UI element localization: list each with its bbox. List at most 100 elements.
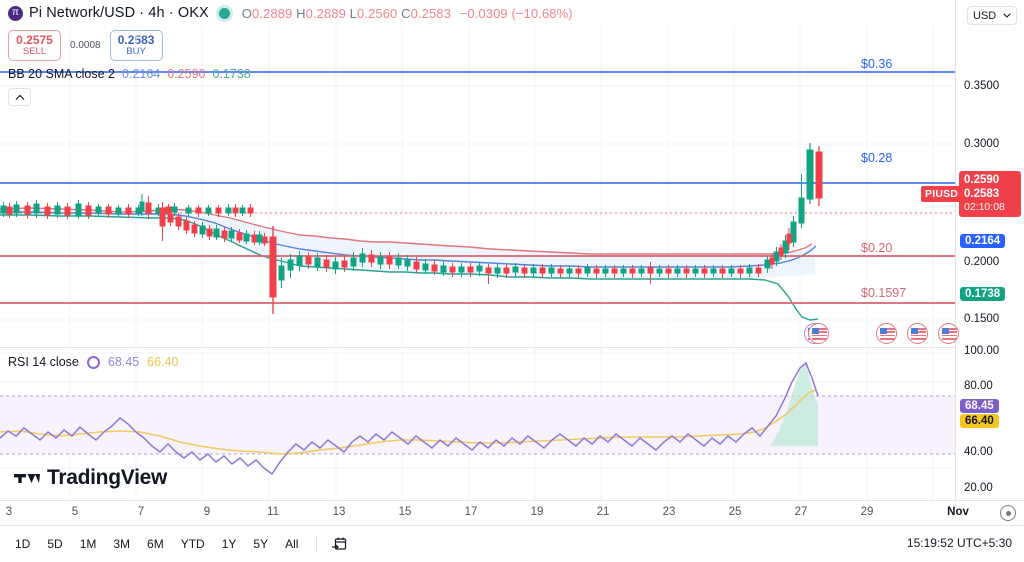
time-tick-7: 17	[464, 506, 478, 518]
toolbar-divider	[316, 535, 318, 553]
clock-display[interactable]: 15:19:52 UTC+5:30	[906, 536, 1012, 550]
range-button-ytd[interactable]: YTD	[180, 537, 205, 551]
level-label-036: $0.36	[861, 57, 893, 71]
symbol-title[interactable]: Pi Network/USD · 4h · OKX	[29, 5, 209, 21]
rsi-legend-ma-value: 66.40	[147, 355, 179, 369]
range-button-5y[interactable]: 5Y	[253, 537, 269, 551]
range-button-3m[interactable]: 3M	[113, 537, 131, 551]
time-tick-8: 19	[530, 506, 544, 518]
symbol-pill: PIUSD	[921, 186, 963, 202]
price-tick-3: 0.1500	[964, 313, 1000, 325]
price-tag-last: 0.2583	[964, 188, 1000, 200]
time-tick-2: 7	[137, 506, 145, 518]
bb-lower-badge: 0.1738	[960, 287, 1006, 301]
sell-price: 0.2575	[16, 33, 53, 47]
sell-button[interactable]: 0.2575 SELL	[8, 30, 61, 61]
bb-basis-line	[0, 211, 817, 268]
price-tag-countdown: 02:10:08	[964, 201, 1005, 213]
change-value: −0.0309 (−10.68%)	[459, 5, 573, 21]
refresh-icon	[86, 355, 100, 369]
level-label-1: $0.28	[861, 151, 893, 165]
rsi-legend-name: RSI 14 close	[8, 355, 79, 369]
rsi-tick-2: 40.00	[964, 446, 993, 458]
currency-selector[interactable]: USD	[967, 6, 1017, 25]
bb-legend-name: BB 20 SMA close 2	[8, 67, 116, 81]
open-label: O	[241, 5, 252, 21]
time-axis[interactable]: 3 5 7 9 11 13 15 17 19 21 23 25 27 29 No…	[0, 500, 1024, 525]
time-tick-0: 3	[5, 506, 13, 518]
go-to-date-button[interactable]	[328, 533, 350, 555]
time-tick-3: 9	[203, 506, 211, 518]
chevron-up-icon	[15, 94, 24, 100]
rsi-pane[interactable]	[0, 348, 955, 500]
price-axis[interactable]: USD 0.3500 0.3000 0.2000 0.1500 0.2164 0…	[921, 0, 1024, 500]
spread-value: 0.0008	[70, 40, 101, 51]
rsi-tick-0: 100.00	[964, 345, 1000, 357]
chevron-down-icon	[1003, 13, 1011, 18]
currency-label: USD	[973, 9, 997, 22]
sell-label: SELL	[22, 46, 47, 57]
bb-upper-line	[0, 207, 813, 255]
time-tick-11: 25	[728, 506, 742, 518]
bb-basis-badge: 0.2164	[960, 234, 1006, 248]
footer-toolbar: 1D 5D 1M 3M 6M YTD 1Y 5Y All 15:19:52	[0, 525, 1024, 562]
rsi-chart-svg	[0, 348, 955, 500]
range-button-6m[interactable]: 6M	[147, 537, 164, 551]
calendar-arrow-icon	[332, 537, 347, 550]
close-value: 0.2583	[410, 5, 451, 21]
bb-basis-value: 0.2164	[122, 67, 161, 81]
time-tick-14: Nov	[947, 506, 969, 518]
level-label-3: $0.1597	[861, 286, 907, 300]
time-tick-6: 15	[398, 506, 412, 518]
range-button-5d[interactable]: 5D	[47, 537, 63, 551]
last-price-tag[interactable]: 0.2590 0.2583 02:10:08	[959, 171, 1021, 217]
economic-event-flag-icon-4[interactable]	[938, 323, 959, 344]
time-tick-1: 5	[71, 506, 79, 518]
economic-event-flag-icon-1[interactable]	[808, 323, 829, 344]
symbol-logo-icon: π	[8, 5, 23, 21]
economic-event-flag-icon-2[interactable]	[876, 323, 897, 344]
range-button-all[interactable]: All	[285, 537, 299, 551]
rsi-value-badge: 68.45	[960, 399, 999, 413]
range-selector: 1D 5D 1M 3M 6M YTD 1Y 5Y All	[0, 533, 350, 555]
bb-lower-value: 0.1738	[212, 67, 251, 81]
time-tick-13: 29	[860, 506, 874, 518]
ohlc-values: O0.2889 H0.2889 L0.2560 C0.2583 −0.0309 …	[242, 6, 573, 21]
price-tick-2: 0.2000	[964, 256, 1000, 268]
high-label: H	[296, 5, 306, 21]
rsi-indicator-legend[interactable]: RSI 14 close 68.45 66.40	[8, 355, 178, 369]
close-label: C	[401, 5, 411, 21]
price-pane[interactable]: $0.36 $0.28 $0.20 $0.1597	[0, 26, 955, 344]
bb-upper-value: 0.2590	[167, 67, 206, 81]
time-axis-settings-button[interactable]	[1000, 505, 1016, 521]
open-value: 0.2889	[251, 5, 293, 21]
high-value: 0.2889	[305, 5, 346, 21]
price-tag-high: 0.2590	[964, 174, 1000, 186]
collapse-legend-button[interactable]	[8, 88, 31, 106]
time-tick-12: 27	[794, 506, 808, 518]
range-button-1m[interactable]: 1M	[79, 537, 97, 551]
range-button-1d[interactable]: 1D	[15, 537, 31, 551]
price-chart-svg	[0, 26, 955, 344]
rsi-line	[0, 361, 819, 476]
bb-indicator-legend[interactable]: BB 20 SMA close 2 0.2164 0.2590 0.1738	[8, 67, 251, 81]
pane-separator[interactable]	[0, 347, 1024, 348]
time-tick-5: 13	[332, 506, 346, 518]
level-label-2: $0.20	[861, 241, 893, 255]
rsi-tick-1: 80.00	[964, 380, 993, 392]
low-value: 0.2560	[357, 5, 398, 21]
range-button-1y[interactable]: 1Y	[221, 537, 237, 551]
economic-event-flag-icon-3[interactable]	[907, 323, 928, 344]
rsi-spike-fill	[770, 364, 818, 446]
price-tick-1: 0.3000	[964, 138, 1000, 150]
candlestick-series	[0, 143, 823, 314]
vertical-gridlines	[69, 26, 934, 344]
rsi-ma-line	[0, 389, 817, 455]
time-tick-4: 11	[267, 506, 279, 518]
tradingview-watermark: TradingView	[14, 466, 167, 490]
rsi-tick-3: 20.00	[964, 482, 993, 494]
rsi-legend-value: 68.45	[107, 355, 140, 369]
tradingview-logo-icon	[14, 473, 40, 483]
live-status-icon	[218, 7, 230, 19]
